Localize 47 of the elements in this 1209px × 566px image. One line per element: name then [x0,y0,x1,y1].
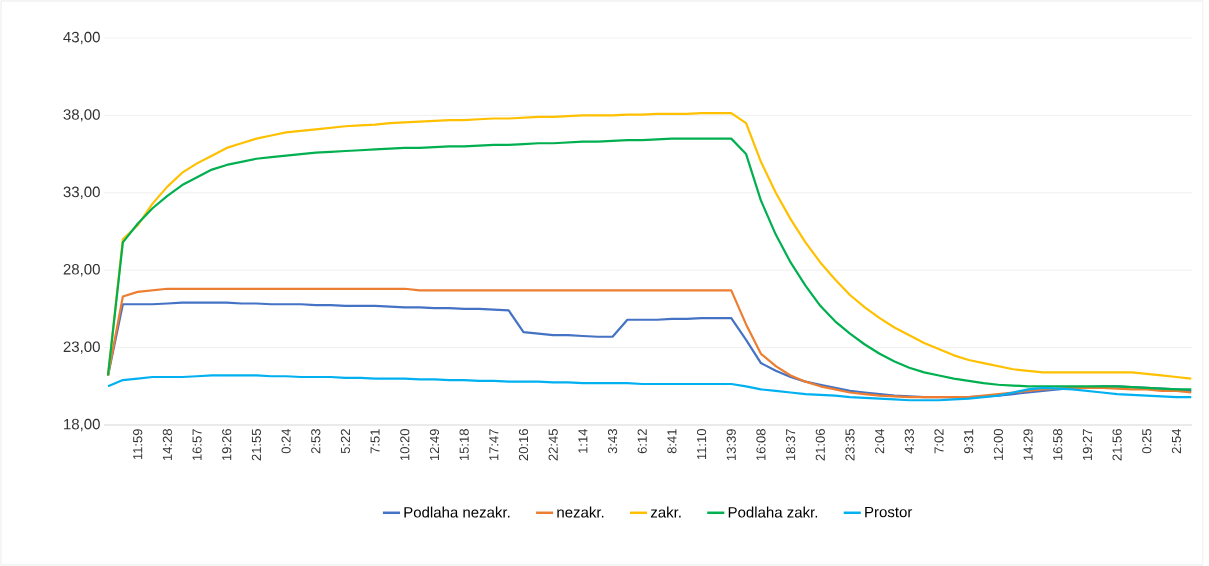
x-tick-label: 6:12 [637,429,647,454]
x-tick-label: 0:24 [281,428,291,454]
y-tick-label: 38,00 [63,109,100,122]
x-tick-label: 2:53 [311,429,321,454]
x-tick-label: 18:37 [786,429,796,461]
x-tick-label: 22:45 [548,429,558,461]
x-tick-label: 21:56 [1112,429,1122,461]
x-tick-label: 20:16 [518,429,529,461]
legend-label: Prostor [865,506,913,518]
x-tick-label: 7:51 [370,429,380,454]
legend-label: Podlaha zakr. [728,506,818,518]
x-tick-label: 2:04 [875,428,885,454]
y-tick-label: 28,00 [63,264,100,277]
x-tick-label: 14:29 [1023,429,1033,461]
x-tick-label: 13:39 [726,429,736,461]
x-tick-label: 12:49 [429,429,440,461]
y-tick-label: 23,00 [63,341,100,354]
x-tick-label: 4:33 [904,429,914,454]
x-tick-label: 11:59 [133,429,143,460]
x-tick-label: 16:58 [1053,429,1063,461]
x-tick-label: 7:02 [934,429,944,454]
y-tick-label: 43,00 [63,31,100,45]
legend-label: nezakr. [557,506,604,518]
x-tick-label: 23:35 [845,429,855,461]
x-tick-label: 5:22 [340,429,351,454]
x-tick-label: 8:41 [667,429,677,454]
x-tick-label: 17:47 [489,429,499,461]
x-tick-label: 11:10 [696,429,707,460]
x-tick-label: 12:00 [993,429,1003,461]
y-tick-label: 18,00 [64,418,100,432]
x-tick-label: 3:43 [607,429,618,454]
x-tick-label: 9:31 [964,429,974,454]
legend-label: Podlaha nezakr. [404,506,510,518]
legend-label: zakr. [650,506,681,518]
x-tick-label: 15:18 [459,429,469,461]
x-tick-label: 19:26 [222,429,232,461]
x-tick-label: 0:25 [1142,429,1152,454]
x-tick-label: 16:57 [192,429,202,461]
x-tick-label: 10:20 [400,429,410,461]
y-tick-label: 33,00 [63,186,100,199]
x-tick-label: 21:06 [815,429,825,461]
x-tick-label: 16:08 [756,429,766,461]
x-tick-label: 14:28 [162,429,172,461]
x-tick-label: 19:27 [1082,429,1092,461]
x-tick-label: 21:55 [251,429,262,461]
x-tick-label: 1:14 [578,428,588,453]
x-tick-label: 2:54 [1171,428,1182,454]
